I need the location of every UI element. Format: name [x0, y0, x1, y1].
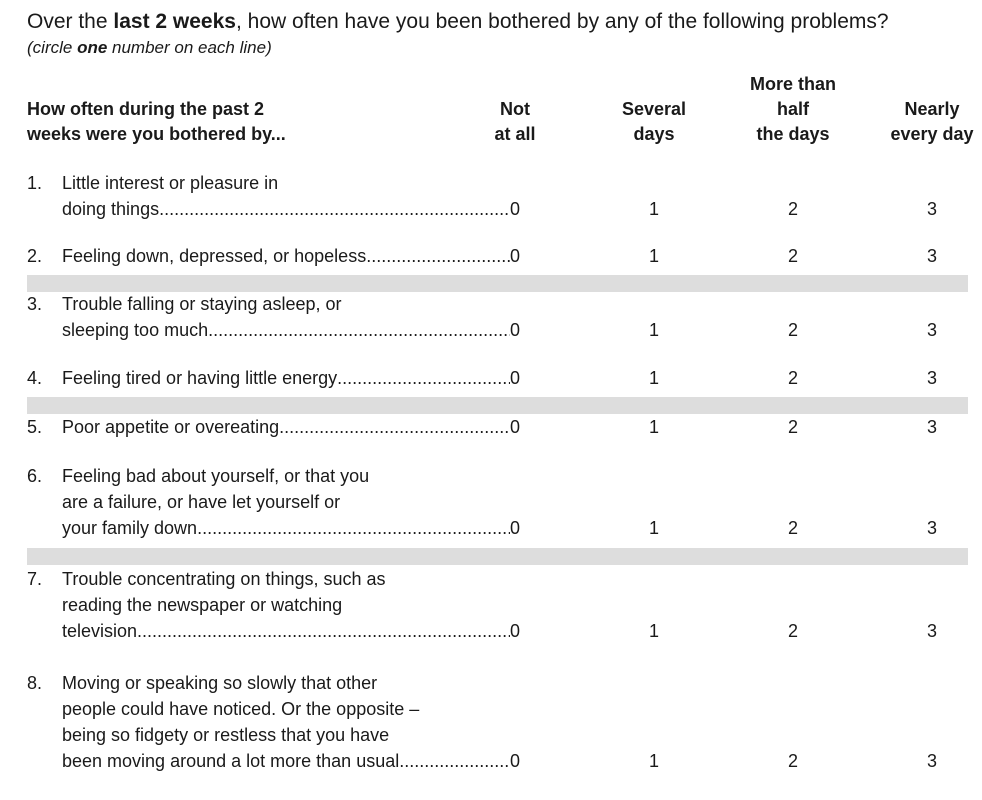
score-more-than-half[interactable]: 2 [787, 368, 798, 388]
dot-leader [279, 414, 510, 440]
question-text: Feeling tired or having little energy0 [62, 365, 544, 391]
dot-leader [366, 243, 510, 269]
score-several-days[interactable]: 1 [648, 246, 659, 266]
column-header-nearly-every-day: Nearly every day [890, 99, 974, 144]
score-nearly-every-day[interactable]: 3 [926, 246, 937, 266]
score-several-days[interactable]: 1 [648, 199, 659, 219]
row-band [27, 397, 968, 414]
score-more-than-half[interactable]: 2 [787, 621, 798, 641]
score-not-at-all[interactable]: 0 [509, 199, 520, 219]
question-number: 2. [27, 246, 43, 266]
question-text: Poor appetite or overeating0 [62, 414, 544, 440]
score-nearly-every-day[interactable]: 3 [926, 199, 937, 219]
column-header-not-at-all: Not at all [494, 99, 536, 144]
question-number: 3. [27, 294, 43, 314]
dot-leader [197, 515, 510, 541]
score-not-at-all[interactable]: 0 [509, 246, 520, 266]
column-header-more-than-half: More than half the days [749, 74, 836, 144]
score-several-days[interactable]: 1 [648, 417, 659, 437]
row-band [27, 548, 968, 565]
dot-leader [159, 196, 510, 222]
question-number: 8. [27, 673, 43, 693]
score-more-than-half[interactable]: 2 [787, 417, 798, 437]
dot-leader [399, 748, 510, 774]
column-header-several-days: Several days [621, 99, 687, 144]
question-text: Little interest or pleasure in doing thin… [62, 170, 544, 222]
score-not-at-all[interactable]: 0 [509, 320, 520, 340]
score-more-than-half[interactable]: 2 [787, 751, 798, 771]
score-several-days[interactable]: 1 [648, 621, 659, 641]
intro-question: Over the last 2 weeks, how often have yo… [27, 10, 889, 33]
question-number: 5. [27, 417, 43, 437]
score-more-than-half[interactable]: 2 [787, 518, 798, 538]
question-number: 6. [27, 466, 43, 486]
question-number: 7. [27, 569, 43, 589]
dot-leader [208, 317, 510, 343]
row-band [27, 275, 968, 292]
dot-leader [337, 365, 510, 391]
score-several-days[interactable]: 1 [648, 368, 659, 388]
score-not-at-all[interactable]: 0 [509, 368, 520, 388]
question-text: Moving or speaking so slowly that other p… [62, 670, 544, 774]
score-nearly-every-day[interactable]: 3 [926, 368, 937, 388]
question-text: Trouble concentrating on things, such as… [62, 566, 544, 644]
score-several-days[interactable]: 1 [648, 518, 659, 538]
question-text: Feeling bad about yourself, or that you a… [62, 463, 544, 541]
score-nearly-every-day[interactable]: 3 [926, 751, 937, 771]
score-not-at-all[interactable]: 0 [509, 751, 520, 771]
score-nearly-every-day[interactable]: 3 [926, 518, 937, 538]
score-not-at-all[interactable]: 0 [509, 518, 520, 538]
score-nearly-every-day[interactable]: 3 [926, 320, 937, 340]
question-column-header: How often during the past 2 weeks were y… [27, 99, 286, 144]
question-text: Feeling down, depressed, or hopeless0 [62, 243, 544, 269]
score-more-than-half[interactable]: 2 [787, 320, 798, 340]
instruction-text: (circle one number on each line) [27, 38, 272, 57]
dot-leader [137, 618, 510, 644]
question-text: Trouble falling or staying asleep, or sle… [62, 291, 544, 343]
question-number: 4. [27, 368, 43, 388]
score-several-days[interactable]: 1 [648, 320, 659, 340]
score-not-at-all[interactable]: 0 [509, 621, 520, 641]
score-more-than-half[interactable]: 2 [787, 199, 798, 219]
score-nearly-every-day[interactable]: 3 [926, 417, 937, 437]
score-several-days[interactable]: 1 [648, 751, 659, 771]
score-nearly-every-day[interactable]: 3 [926, 621, 937, 641]
score-more-than-half[interactable]: 2 [787, 246, 798, 266]
score-not-at-all[interactable]: 0 [509, 417, 520, 437]
question-number: 1. [27, 173, 43, 193]
